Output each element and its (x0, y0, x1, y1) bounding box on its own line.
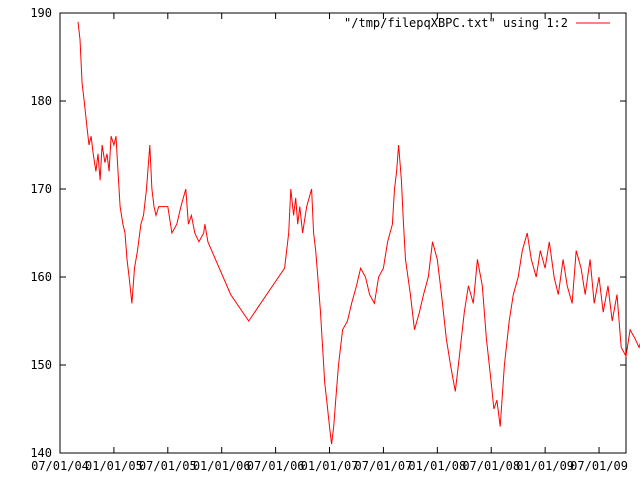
y-tick-label: 160 (30, 270, 52, 284)
series-line (77, 21, 640, 445)
y-tick-label: 170 (30, 182, 52, 196)
x-tick-label: 07/01/08 (462, 459, 520, 473)
x-tick-label: 01/01/09 (516, 459, 574, 473)
y-tick-label: 190 (30, 6, 52, 20)
x-axis: 07/01/0401/01/0507/01/0501/01/0607/01/06… (31, 13, 628, 473)
x-tick-label: 01/01/05 (85, 459, 143, 473)
x-tick-label: 07/01/05 (139, 459, 197, 473)
x-tick-label: 07/01/07 (355, 459, 413, 473)
x-tick-label: 07/01/09 (570, 459, 628, 473)
x-tick-label: 07/01/06 (247, 459, 305, 473)
y-tick-label: 140 (30, 446, 52, 460)
x-tick-label: 07/01/04 (31, 459, 89, 473)
legend: "/tmp/filepqXBPC.txt" using 1:2 (344, 16, 610, 30)
plot-border (59, 12, 627, 454)
y-tick-label: 150 (30, 358, 52, 372)
y-tick-label: 180 (30, 94, 52, 108)
x-tick-label: 01/01/08 (408, 459, 466, 473)
y-axis: 140 150 160 170 180 190 (30, 6, 626, 460)
x-tick-label: 01/01/07 (301, 459, 359, 473)
x-tick-label: 01/01/06 (193, 459, 251, 473)
legend-label: "/tmp/filepqXBPC.txt" using 1:2 (344, 16, 568, 30)
